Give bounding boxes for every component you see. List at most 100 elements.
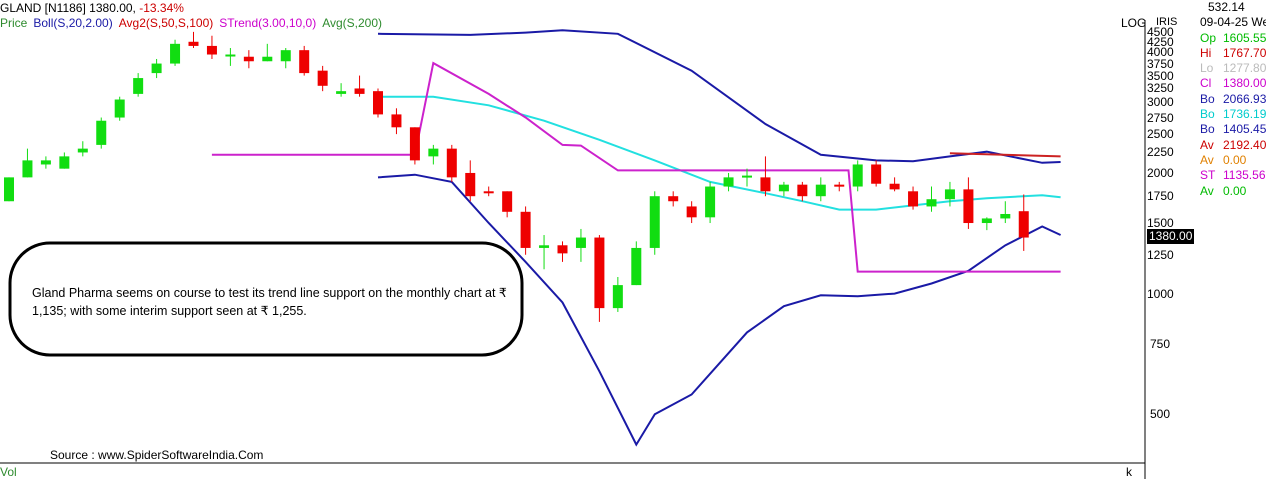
candle xyxy=(834,181,845,192)
panel-value: 1405.45 xyxy=(1223,122,1266,137)
candle xyxy=(705,181,716,224)
panel-top-value: 532.14 xyxy=(1208,0,1245,14)
panel-value: 1277.80 xyxy=(1223,61,1266,76)
candle xyxy=(502,191,513,218)
candle xyxy=(871,160,882,187)
panel-row: Bo 1405.45 xyxy=(1200,122,1266,137)
panel-row: Av 0.00 xyxy=(1200,153,1266,168)
supertrend-line xyxy=(211,61,1061,273)
candle-body xyxy=(778,184,789,192)
candle-body xyxy=(539,245,550,248)
y-tick-label: 4250 xyxy=(1147,34,1174,49)
panel-key: Av xyxy=(1200,152,1214,167)
candle-body xyxy=(428,148,439,157)
y-tick-label: 2500 xyxy=(1147,127,1174,142)
panel-key: Av xyxy=(1200,183,1214,198)
log-scale-label[interactable]: LOG xyxy=(1121,16,1147,30)
candle xyxy=(336,83,347,97)
last-price: 1380.00, xyxy=(89,1,136,15)
candle xyxy=(778,181,789,197)
candle-body xyxy=(557,245,568,254)
candle xyxy=(391,108,402,135)
annotation-text: Gland Pharma seems on course to test its… xyxy=(32,286,507,318)
candle-body xyxy=(502,191,513,212)
candle xyxy=(22,148,33,178)
panel-key: Lo xyxy=(1200,61,1214,76)
panel-key: Op xyxy=(1200,30,1217,45)
candle xyxy=(225,48,236,66)
candle xyxy=(649,191,660,255)
candle xyxy=(133,73,144,97)
candle xyxy=(594,235,605,322)
y-tick-label: 1500 xyxy=(1147,216,1174,231)
candle-body xyxy=(299,50,310,74)
candle xyxy=(575,228,586,262)
panel-row: Bo 1736.19 xyxy=(1200,107,1266,122)
panel-value: 0.00 xyxy=(1223,152,1247,167)
candle xyxy=(317,65,328,92)
candle-body xyxy=(852,164,863,187)
candle xyxy=(170,39,181,66)
candle xyxy=(668,191,679,207)
indicator-label: Boll(S,20,2.00) xyxy=(33,16,113,30)
candle-body xyxy=(59,156,70,169)
candle-body xyxy=(723,177,734,187)
candle-body xyxy=(243,56,254,62)
candle xyxy=(520,206,531,255)
candle xyxy=(354,75,365,97)
candle-body xyxy=(354,88,365,94)
candle xyxy=(428,144,439,165)
bollinger-upper-line-path xyxy=(377,29,1061,164)
source-credit: Source : www.SpiderSoftwareIndia.Com xyxy=(50,448,264,462)
panel-row: Cl 1380.00 xyxy=(1200,76,1266,91)
panel-value: 0.00 xyxy=(1223,183,1247,198)
candle xyxy=(852,160,863,192)
panel-key: Cl xyxy=(1200,76,1212,91)
candle xyxy=(262,43,273,62)
avg2-line-path xyxy=(949,152,1061,158)
last-price-tag: 1380.00 xyxy=(1147,229,1195,244)
candle xyxy=(40,156,51,169)
candle-body xyxy=(40,160,51,165)
candle xyxy=(299,45,310,76)
candle-body xyxy=(908,191,919,207)
indicator-label: Avg(S,200) xyxy=(322,16,383,30)
annotation-callout xyxy=(8,241,524,357)
candle-body xyxy=(668,196,679,202)
bollinger-lower-line xyxy=(377,173,1062,447)
panel-row: Hi 1767.70 xyxy=(1200,46,1266,61)
candle-body xyxy=(1018,211,1029,238)
avg2-line xyxy=(949,152,1061,158)
y-tick-label: 1750 xyxy=(1147,189,1174,204)
candle xyxy=(944,181,955,207)
candle xyxy=(631,241,642,286)
candle xyxy=(926,186,937,212)
candle-body xyxy=(520,211,531,248)
candle-body xyxy=(871,164,882,184)
candle-body xyxy=(631,247,642,286)
panel-value: 1135.56 xyxy=(1223,168,1266,183)
candle-body xyxy=(4,177,14,202)
candle-body xyxy=(742,175,752,178)
candle-body xyxy=(649,196,660,248)
candle-body xyxy=(22,160,33,178)
candle-body xyxy=(409,127,420,161)
candle xyxy=(465,160,476,202)
candle-body xyxy=(262,56,273,62)
candle xyxy=(686,201,697,224)
candle xyxy=(188,31,199,49)
indicator-label: Price xyxy=(0,16,28,30)
candle xyxy=(908,186,919,210)
candle-body xyxy=(686,206,697,218)
candle-body xyxy=(206,45,217,55)
indicator-label: Avg2(S,50,S,100) xyxy=(118,16,214,30)
candle-body xyxy=(225,54,236,57)
panel-key: Bo xyxy=(1200,91,1215,106)
supertrend-line-path xyxy=(211,61,1061,273)
candle xyxy=(77,141,88,157)
candle-body xyxy=(575,237,586,248)
panel-row: ST 1135.56 xyxy=(1200,168,1266,183)
candle-body xyxy=(170,43,181,64)
data-window-panel: 532.14 09-04-25 We Op 1605.55 Hi 1767.70 Lo 1… xyxy=(1200,0,1266,199)
y-tick-label: 1250 xyxy=(1147,247,1174,262)
